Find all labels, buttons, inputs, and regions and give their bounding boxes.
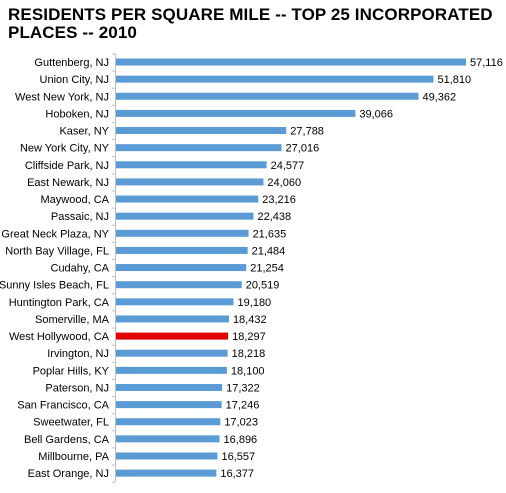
bar (116, 418, 221, 426)
bar (116, 75, 434, 83)
category-label: Great Neck Plaza, NY (1, 228, 109, 240)
category-label: Irvington, NJ (47, 348, 109, 360)
value-label: 17,246 (226, 400, 260, 412)
bar (116, 92, 419, 100)
value-label: 19,180 (238, 297, 272, 309)
value-label: 39,066 (359, 108, 393, 120)
value-label: 17,322 (226, 382, 260, 394)
bar (116, 366, 227, 374)
value-label: 18,432 (233, 314, 267, 326)
bar (116, 264, 247, 272)
bar-highlighted (116, 332, 229, 340)
bar (116, 229, 249, 237)
bar (116, 109, 356, 117)
bar (116, 435, 220, 443)
category-label: Somerville, MA (35, 314, 110, 326)
value-label: 27,016 (286, 143, 320, 155)
bar (116, 195, 259, 203)
value-label: 16,377 (220, 468, 254, 480)
category-label: Kaser, NY (59, 126, 109, 138)
value-label: 24,060 (267, 177, 301, 189)
bar (116, 178, 264, 186)
value-label: 18,297 (232, 331, 266, 343)
category-label: Poplar Hills, KY (33, 365, 110, 377)
value-label: 27,788 (290, 126, 324, 138)
category-label: West Hollywood, CA (9, 331, 110, 343)
value-label: 16,557 (221, 451, 255, 463)
value-label: 49,362 (422, 91, 456, 103)
bar (116, 281, 242, 289)
category-label: Passaic, NJ (51, 211, 109, 223)
value-label: 21,484 (252, 245, 286, 257)
value-label: 24,577 (271, 160, 305, 172)
category-label: Cliffside Park, NJ (25, 160, 109, 172)
bar (116, 315, 229, 323)
category-label: Paterson, NJ (45, 382, 109, 394)
value-label: 18,218 (232, 348, 266, 360)
category-label: Union City, NJ (40, 74, 109, 86)
category-label: New York City, NY (20, 143, 110, 155)
category-label: Huntington Park, CA (9, 297, 110, 309)
value-label: 21,254 (250, 263, 284, 275)
category-label: East Newark, NJ (27, 177, 109, 189)
bar (116, 452, 218, 460)
category-label: Maywood, CA (41, 194, 110, 206)
bar (116, 161, 267, 169)
value-label: 51,810 (437, 74, 471, 86)
category-label: North Bay Village, FL (5, 245, 109, 257)
bar (116, 383, 223, 391)
bar (116, 349, 228, 357)
value-label: 23,216 (262, 194, 296, 206)
category-label: Hoboken, NJ (45, 108, 109, 120)
category-label: West New York, NJ (15, 91, 109, 103)
category-label: Sweetwater, FL (33, 417, 109, 429)
category-label: Cudahy, CA (51, 263, 110, 275)
category-label: San Francisco, CA (17, 400, 109, 412)
bar (116, 58, 466, 66)
bar (116, 127, 287, 135)
bar (116, 144, 282, 152)
category-label: Guttenberg, NJ (34, 57, 109, 69)
bar (116, 212, 254, 220)
category-label: Bell Gardens, CA (24, 434, 110, 446)
bar (116, 246, 248, 254)
category-label: Millbourne, PA (38, 451, 109, 463)
value-label: 16,896 (224, 434, 258, 446)
bar (116, 469, 217, 477)
bar (116, 298, 234, 306)
category-label: Sunny Isles Beach, FL (0, 280, 109, 292)
category-label: East Orange, NJ (28, 468, 109, 480)
chart-title: RESIDENTS PER SQUARE MILE -- TOP 25 INCO… (8, 5, 493, 42)
value-label: 21,635 (253, 228, 287, 240)
value-label: 57,116 (470, 57, 503, 69)
value-label: 20,519 (246, 280, 280, 292)
value-label: 18,100 (231, 365, 265, 377)
bar (116, 401, 222, 409)
value-label: 22,438 (257, 211, 291, 223)
value-label: 17,023 (224, 417, 258, 429)
